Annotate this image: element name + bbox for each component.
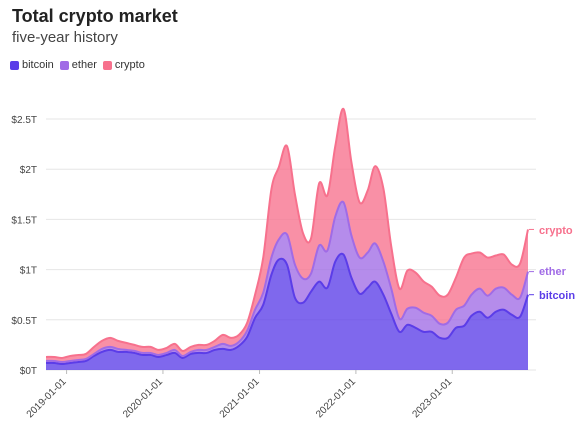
chart-legend: bitcoin ether crypto	[10, 59, 145, 71]
y-tick-label: $2.5T	[11, 115, 37, 126]
y-tick-label: $2T	[20, 165, 37, 176]
x-tick-label: 2023-01-01	[410, 376, 454, 420]
legend-item-crypto[interactable]: crypto	[102, 59, 145, 71]
line-bitcoin	[45, 252, 529, 365]
end-label-crypto: crypto	[539, 225, 573, 237]
line-crypto	[45, 107, 529, 359]
x-tick-label: 2020-01-01	[121, 376, 165, 420]
x-tick-label: 2019-01-01	[25, 376, 69, 420]
legend-label-crypto: crypto	[114, 59, 145, 71]
line-ether	[45, 200, 529, 363]
area-ether	[46, 201, 528, 364]
legend-label-ether: ether	[71, 59, 97, 71]
area-bitcoin	[46, 253, 528, 370]
end-label-ether: ether	[539, 266, 567, 278]
y-tick-label: $1.5T	[11, 215, 37, 226]
y-tick-label: $0T	[20, 366, 37, 377]
legend-swatch-crypto	[102, 60, 112, 70]
legend-label-bitcoin: bitcoin	[22, 59, 54, 71]
legend-item-ether[interactable]: ether	[59, 59, 97, 71]
area-crypto	[46, 108, 528, 362]
legend-swatch-bitcoin	[10, 60, 19, 70]
legend-item-bitcoin[interactable]: bitcoin	[10, 59, 54, 71]
legend-swatch-ether	[59, 60, 69, 70]
x-tick-label: 2021-01-01	[218, 376, 262, 420]
y-tick-label: $0.5T	[11, 316, 37, 327]
chart-title: Total crypto market	[12, 6, 178, 26]
end-label-bitcoin: bitcoin	[539, 290, 575, 302]
chart-subtitle: five-year history	[12, 29, 118, 46]
x-tick-label: 2022-01-01	[314, 376, 358, 420]
y-tick-label: $1T	[20, 266, 37, 277]
